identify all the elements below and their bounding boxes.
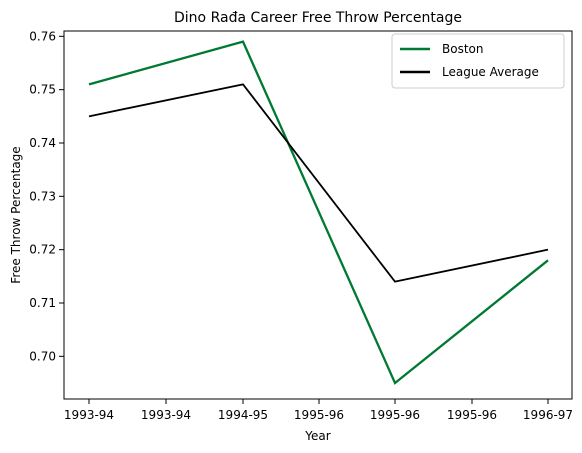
legend: Boston League Average	[391, 33, 565, 89]
x-tick-label: 1995-96	[370, 408, 420, 422]
x-tick-label: 1995-96	[294, 408, 344, 422]
y-axis-label: Free Throw Percentage	[9, 146, 23, 283]
y-tick-label: 0.73	[29, 189, 56, 203]
x-axis-label: Year	[304, 429, 330, 443]
chart-title: Dino Rađa Career Free Throw Percentage	[174, 10, 462, 26]
y-axis: 0.70 0.71 0.72 0.73 0.74 0.75 0.76	[29, 29, 64, 363]
x-tick-label: 1994-95	[218, 408, 268, 422]
y-tick-label: 0.70	[29, 349, 56, 363]
x-tick-label: 1996-97	[523, 408, 573, 422]
legend-label-boston: Boston	[442, 42, 483, 56]
plot-frame	[63, 30, 573, 400]
x-tick-label: 1993-94	[141, 408, 191, 422]
y-tick-label: 0.72	[29, 243, 56, 257]
series-line-boston	[88, 40, 549, 385]
series-layer	[88, 40, 549, 385]
y-tick-label: 0.76	[29, 29, 56, 43]
x-tick-label: 1995-96	[447, 408, 497, 422]
legend-label-league-average: League Average	[442, 65, 539, 79]
y-tick-label: 0.71	[29, 296, 56, 310]
y-tick-label: 0.75	[29, 83, 56, 97]
x-axis: 1993-94 1993-94 1994-95 1995-96 1995-96 1995-…	[64, 399, 573, 422]
x-tick-label: 1993-94	[64, 408, 114, 422]
legend-frame	[391, 33, 565, 89]
series-line-league-average	[88, 83, 549, 283]
y-tick-label: 0.74	[29, 136, 56, 150]
